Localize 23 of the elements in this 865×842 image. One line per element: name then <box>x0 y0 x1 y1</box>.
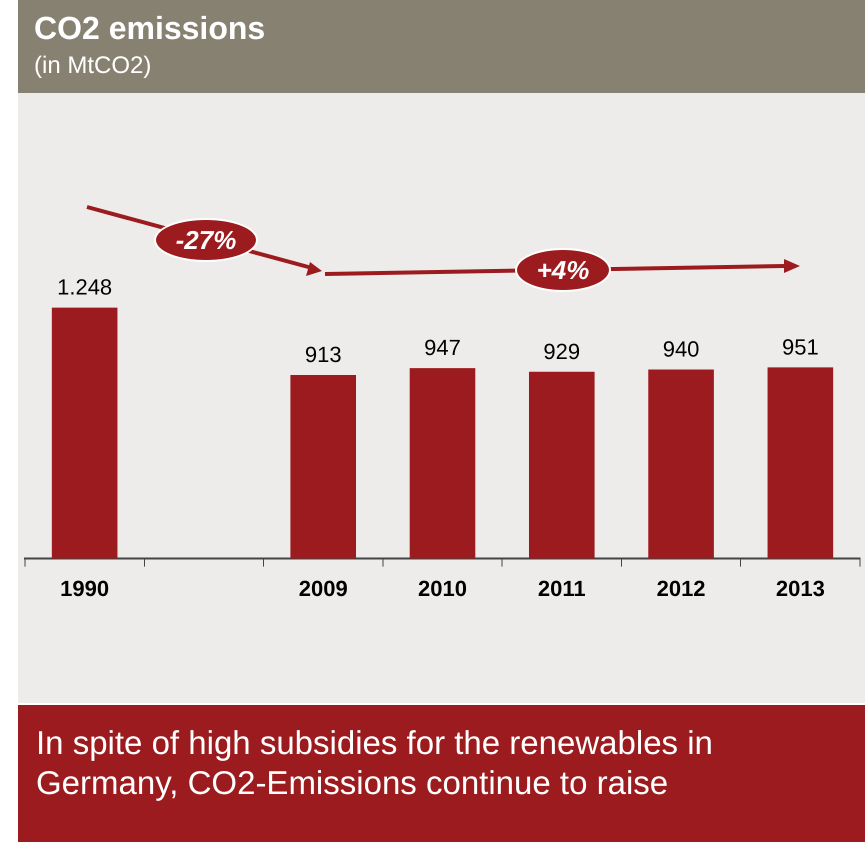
chart-title: CO2 emissions <box>34 10 266 47</box>
data-label: 947 <box>424 335 461 360</box>
text: In spite of high subsidies for the renewables in Germany, CO2-Emissions continue to raise <box>36 723 714 803</box>
data-label: 951 <box>782 334 819 360</box>
bar <box>648 370 714 559</box>
bar <box>290 374 356 559</box>
x-tick-label: 2011 <box>538 576 586 601</box>
data-label: 940 <box>662 336 700 362</box>
data-label: 929 <box>543 338 580 364</box>
x-tick-label: 1990 <box>60 576 110 601</box>
text: -27% <box>154 218 258 262</box>
bar <box>528 372 595 559</box>
chart-subtitle: (in MtCO2) <box>34 52 152 80</box>
text: +4% <box>515 248 611 292</box>
x-tick-label: 2013 <box>776 576 825 601</box>
x-tick-label: 2010 <box>418 576 467 601</box>
bar <box>52 308 118 559</box>
data-label: 1.248 <box>57 274 112 300</box>
bar <box>410 368 476 559</box>
bar <box>768 367 834 559</box>
data-label: 913 <box>304 342 342 368</box>
x-tick-label: 2012 <box>656 576 706 601</box>
x-tick-label: 2009 <box>298 576 348 601</box>
